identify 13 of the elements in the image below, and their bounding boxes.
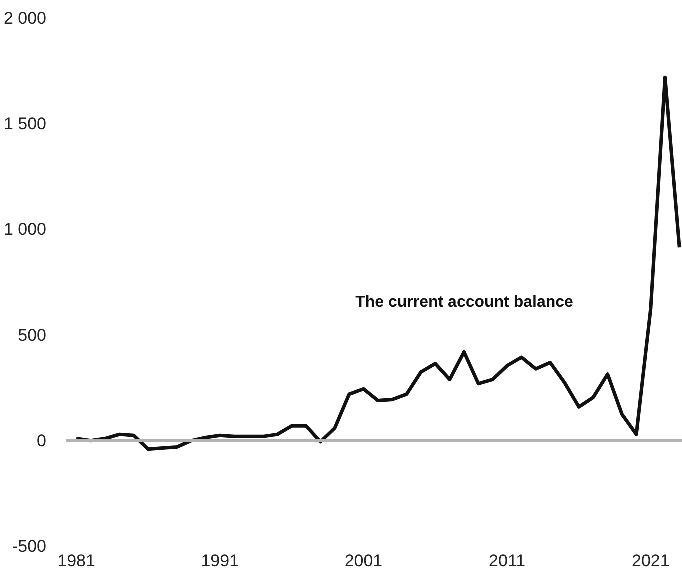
x-tick-label: 2001 xyxy=(344,552,383,570)
x-tick-label: 2011 xyxy=(489,552,526,570)
y-tick-label: -500 xyxy=(12,537,47,556)
x-tick-label: 1991 xyxy=(201,552,240,570)
y-tick-label: 0 xyxy=(37,431,47,450)
annotation: The current account balance xyxy=(356,294,574,311)
y-tick-label: 2 000 xyxy=(4,9,47,28)
x-tick-label: 2021 xyxy=(632,552,670,570)
line-series xyxy=(74,76,682,452)
x-tick-label: 1981 xyxy=(58,552,96,570)
y-tick-label: 500 xyxy=(18,326,47,345)
y-tick-label: 1 500 xyxy=(4,114,47,134)
y-tick-label: 1 000 xyxy=(4,220,47,240)
